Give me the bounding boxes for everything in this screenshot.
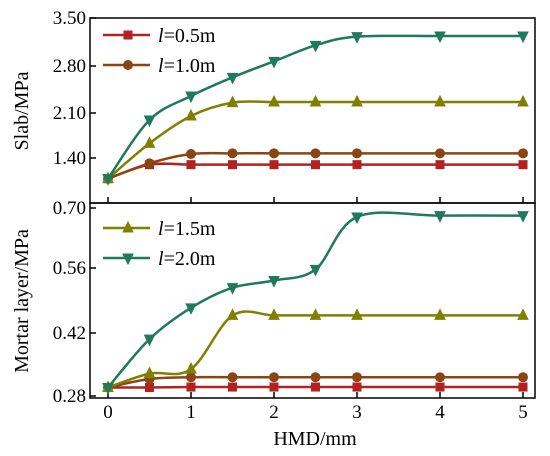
data-point — [186, 372, 196, 383]
data-point — [435, 382, 445, 392]
data-point — [269, 160, 279, 170]
y-tick-label: 0.70 — [53, 198, 86, 219]
x-tick-label: 2 — [269, 402, 279, 423]
data-point — [268, 308, 280, 320]
data-point — [518, 372, 528, 383]
x-axis-label: HMD/mm — [273, 428, 357, 450]
data-point — [228, 382, 237, 392]
x-tick-label: 0 — [103, 402, 113, 423]
data-point — [143, 115, 156, 128]
data-point — [227, 148, 238, 159]
data-point — [309, 264, 322, 277]
x-tick-label: 4 — [435, 402, 445, 423]
data-point — [185, 108, 197, 121]
series-line — [107, 100, 523, 180]
plot-frame — [89, 202, 536, 399]
slab-panel: 1.40 2.10 2.80 3.50 l=0.5m l=1.0m — [53, 8, 536, 204]
data-point — [143, 366, 156, 379]
mortar-y-axis-label: Mortar layer/MPa — [11, 229, 33, 373]
y-tick-label: 0.28 — [53, 386, 86, 407]
data-point — [517, 211, 529, 223]
data-point — [185, 303, 197, 315]
data-point — [351, 32, 363, 44]
y-tick-label: 2.10 — [53, 103, 86, 124]
data-point — [435, 372, 445, 383]
data-point — [435, 160, 445, 170]
mortar-layer-panel: 0.28 0.42 0.56 0.70 0 1 2 3 4 5 l=1.5m l=2.0m — [53, 198, 536, 423]
y-tick-label: 0.42 — [53, 323, 86, 344]
data-point — [186, 160, 196, 170]
data-point — [186, 149, 196, 159]
data-point — [227, 372, 238, 383]
data-point — [434, 31, 446, 44]
data-point — [269, 372, 279, 383]
data-point — [268, 94, 280, 107]
legend-label: l=1.5m — [158, 218, 216, 240]
data-point — [309, 94, 322, 107]
y-tick-label: 0.56 — [53, 258, 86, 279]
y-tick-label: 3.50 — [53, 8, 86, 29]
data-point — [518, 382, 528, 392]
legend-marker — [122, 253, 134, 266]
data-point — [102, 382, 114, 395]
data-point — [352, 160, 362, 170]
legend-label: l=2.0m — [158, 248, 216, 270]
data-point — [143, 334, 156, 347]
y-tick-label: 2.80 — [53, 56, 86, 77]
data-point — [518, 148, 528, 159]
data-point — [226, 72, 239, 85]
x-tick-label: 1 — [186, 402, 196, 423]
data-point — [185, 91, 197, 104]
series-line — [107, 211, 524, 389]
x-tick-label: 3 — [352, 402, 362, 423]
legend-label: l=1.0m — [158, 55, 216, 77]
data-point — [269, 382, 279, 392]
data-point — [309, 308, 322, 320]
data-point — [226, 308, 239, 320]
data-point — [434, 308, 446, 320]
data-point — [226, 95, 239, 108]
slab-y-axis-label: Slab/MPa — [11, 71, 33, 150]
data-point — [311, 382, 320, 392]
series-line — [107, 151, 523, 180]
data-point — [352, 372, 362, 383]
legend-marker — [122, 220, 134, 233]
data-point — [310, 148, 321, 159]
data-point — [517, 308, 529, 320]
data-point — [310, 372, 321, 383]
data-point — [352, 382, 362, 392]
series-line — [107, 385, 523, 389]
data-point — [351, 94, 363, 107]
data-point — [517, 94, 529, 107]
data-point — [226, 283, 239, 295]
data-point — [434, 94, 446, 107]
series-line — [107, 162, 523, 180]
series-line — [107, 375, 523, 389]
data-point — [145, 382, 154, 392]
data-point — [311, 160, 320, 170]
data-point — [351, 308, 363, 320]
data-point — [309, 40, 322, 53]
data-point — [351, 212, 363, 225]
data-point — [143, 136, 156, 148]
data-point — [517, 31, 529, 44]
data-point — [185, 362, 197, 374]
data-point — [435, 148, 445, 159]
data-point — [268, 276, 280, 288]
data-point — [518, 160, 528, 170]
legend-marker — [123, 30, 133, 40]
x-tick-label: 5 — [518, 402, 528, 423]
data-point — [228, 160, 237, 170]
y-tick-label: 1.40 — [53, 148, 86, 169]
legend-label: l=0.5m — [158, 25, 216, 47]
data-point — [268, 56, 280, 69]
legend-marker — [123, 60, 133, 70]
data-point — [144, 158, 155, 169]
data-point — [269, 148, 279, 159]
data-point — [434, 211, 446, 223]
data-point — [352, 148, 362, 159]
data-point — [102, 174, 114, 186]
data-point — [186, 382, 196, 392]
